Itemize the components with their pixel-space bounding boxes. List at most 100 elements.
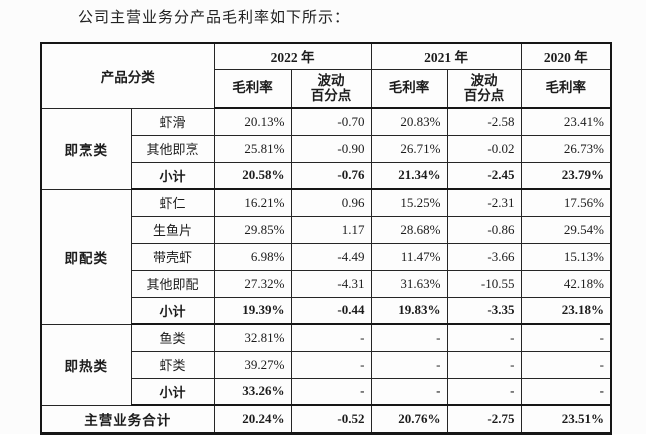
fluctuation-line1: 波动	[317, 72, 345, 88]
value-cell: 11.47%	[370, 242, 448, 271]
year-header-2020: 2020 年	[520, 42, 612, 70]
value-cell: -	[370, 377, 448, 406]
fluctuation-line1: 波动	[470, 72, 498, 88]
value-cell: 1.17	[290, 215, 372, 244]
total-row: 主营业务合计 20.24% -0.52 20.76% -2.75 23.51%	[40, 404, 612, 434]
value-cell: -	[290, 323, 372, 352]
table-row: 其他即配 27.32% -4.31 31.63% -10.55 42.18%	[41, 269, 612, 298]
fluctuation-header-2021: 波动 百分点	[446, 68, 522, 109]
value-cell: 15.25%	[370, 188, 448, 217]
total-value-cell: -2.75	[446, 404, 522, 434]
value-cell: -	[290, 377, 372, 406]
table-row: 即配类 虾仁 16.21% 0.96 15.25% -2.31 17.56%	[40, 188, 612, 325]
product-category-header: 产品分类	[40, 42, 215, 109]
product-name-cell: 虾仁	[130, 188, 215, 217]
value-cell: 20.58%	[213, 161, 292, 190]
table-header-years: 产品分类 2022 年 2021 年 2020 年	[40, 42, 612, 109]
value-cell: 33.26%	[213, 377, 292, 406]
value-cell: 29.85%	[213, 215, 292, 244]
value-cell: -	[370, 323, 448, 352]
value-cell: -2.58	[446, 107, 522, 136]
value-cell: 23.79%	[520, 161, 612, 190]
table-row: 小计 20.58% -0.76 21.34% -2.45 23.79%	[41, 161, 612, 190]
value-cell: -10.55	[446, 269, 522, 298]
table-header-metrics: 毛利率 波动 百分点 毛利率 波动 百分点 毛利率	[41, 68, 612, 109]
gross-margin-header-2022: 毛利率	[213, 68, 292, 109]
total-label-cell: 主营业务合计	[40, 404, 215, 434]
value-cell: 0.96	[290, 188, 372, 217]
gross-margin-table: 产品分类 2022 年 2021 年 2020 年 毛利率 波动 百分点 毛利率…	[40, 42, 612, 435]
report-title: 公司主营业务分产品毛利率如下所示：	[78, 10, 351, 26]
table-row: 小计 33.26% - - - -	[41, 377, 612, 406]
product-name-cell: 虾滑	[130, 107, 215, 136]
product-name-cell: 小计	[130, 296, 215, 325]
product-name-cell: 带壳虾	[130, 242, 215, 271]
product-name-cell: 虾类	[130, 350, 215, 379]
year-header-2022: 2022 年	[213, 42, 372, 70]
value-cell: 28.68%	[370, 215, 448, 244]
value-cell: -	[446, 323, 522, 352]
value-cell: -0.02	[446, 134, 522, 163]
value-cell: -3.66	[446, 242, 522, 271]
value-cell: -	[446, 350, 522, 379]
value-cell: 29.54%	[520, 215, 612, 244]
value-cell: 17.56%	[520, 188, 612, 217]
value-cell: -	[520, 323, 612, 352]
value-cell: 25.81%	[213, 134, 292, 163]
value-cell: 26.73%	[520, 134, 612, 163]
value-cell: 15.13%	[520, 242, 612, 271]
value-cell: 23.18%	[520, 296, 612, 325]
value-cell: -	[370, 350, 448, 379]
total-value-cell: -0.52	[290, 404, 372, 434]
value-cell: -2.45	[446, 161, 522, 190]
value-cell: 20.13%	[213, 107, 292, 136]
gross-margin-header-2021: 毛利率	[370, 68, 448, 109]
value-cell: 42.18%	[520, 269, 612, 298]
product-name-cell: 生鱼片	[130, 215, 215, 244]
value-cell: 6.98%	[213, 242, 292, 271]
category-cell: 即热类	[40, 323, 132, 406]
gross-margin-header-2020: 毛利率	[520, 68, 612, 109]
product-name-cell: 鱼类	[130, 323, 215, 352]
fluctuation-line2: 百分点	[463, 88, 505, 104]
value-cell: -4.49	[290, 242, 372, 271]
value-cell: -0.76	[290, 161, 372, 190]
value-cell: -0.90	[290, 134, 372, 163]
product-name-cell: 其他即配	[130, 269, 215, 298]
fluctuation-header-2022: 波动 百分点	[290, 68, 372, 109]
table-row: 即热类 鱼类 32.81% - - - -	[40, 323, 612, 406]
value-cell: 21.34%	[370, 161, 448, 190]
value-cell: 32.81%	[213, 323, 292, 352]
table-row: 其他即烹 25.81% -0.90 26.71% -0.02 26.73%	[41, 134, 612, 163]
value-cell: -	[290, 350, 372, 379]
value-cell: 16.21%	[213, 188, 292, 217]
value-cell: -3.35	[446, 296, 522, 325]
product-name-cell: 小计	[130, 161, 215, 190]
value-cell: -0.86	[446, 215, 522, 244]
value-cell: 27.32%	[213, 269, 292, 298]
value-cell: 20.83%	[370, 107, 448, 136]
product-name-cell: 其他即烹	[130, 134, 215, 163]
total-value-cell: 23.51%	[520, 404, 612, 434]
table-row: 即烹类 虾滑 20.13% -0.70 20.83% -2.58 23.41%	[40, 107, 612, 190]
table-row: 小计 19.39% -0.44 19.83% -3.35 23.18%	[41, 296, 612, 325]
value-cell: -4.31	[290, 269, 372, 298]
table-row: 虾类 39.27% - - - -	[41, 350, 612, 379]
total-value-cell: 20.76%	[370, 404, 448, 434]
category-cell: 即配类	[40, 188, 132, 325]
value-cell: 26.71%	[370, 134, 448, 163]
value-cell: 19.83%	[370, 296, 448, 325]
table-body: 即烹类 虾滑 20.13% -0.70 20.83% -2.58 23.41% 其他即烹 25.…	[40, 107, 612, 434]
year-header-2021: 2021 年	[370, 42, 522, 70]
value-cell: -0.44	[290, 296, 372, 325]
value-cell: -0.70	[290, 107, 372, 136]
total-value-cell: 20.24%	[213, 404, 292, 434]
table-row: 生鱼片 29.85% 1.17 28.68% -0.86 29.54%	[41, 215, 612, 244]
value-cell: 31.63%	[370, 269, 448, 298]
value-cell: -	[520, 377, 612, 406]
category-cell: 即烹类	[40, 107, 132, 190]
value-cell: -	[520, 350, 612, 379]
value-cell: 19.39%	[213, 296, 292, 325]
value-cell: 23.41%	[520, 107, 612, 136]
